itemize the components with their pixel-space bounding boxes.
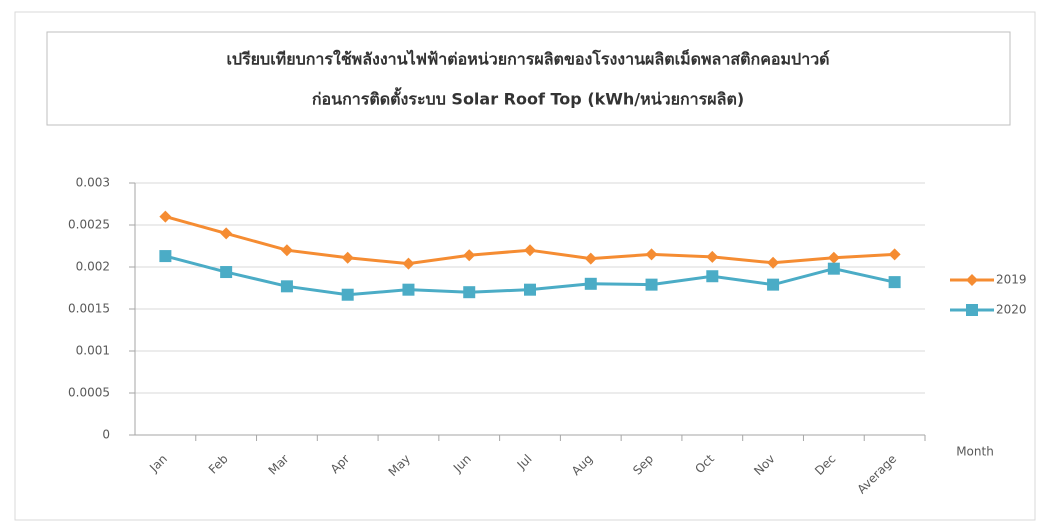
marker [767, 278, 780, 291]
marker [645, 278, 658, 291]
legend-label: 2020 [996, 303, 1027, 317]
marker [827, 262, 840, 275]
marker [463, 286, 476, 299]
marker [827, 251, 840, 264]
marker [706, 270, 719, 283]
title-box [46, 31, 1011, 126]
y-tick-label: 0.0015 [68, 302, 110, 316]
marker [159, 210, 172, 223]
y-tick-label: 0.0005 [68, 386, 110, 400]
marker [159, 250, 172, 263]
marker [524, 283, 536, 296]
marker [341, 251, 354, 264]
chart-subtitle: ก่อนการติดตั้งระบบ Solar Roof Top (kWh/ห… [312, 87, 744, 109]
y-tick-label: 0.003 [76, 176, 110, 190]
y-tick-label: 0.001 [76, 344, 110, 358]
marker [888, 248, 901, 261]
chart-title: เปรียบเทียบการใช้พลังงานไฟฟ้าต่อหน่วยการ… [226, 48, 829, 69]
y-tick-label: 0.0025 [68, 218, 110, 232]
marker [402, 283, 415, 296]
legend-label: 2019 [996, 273, 1027, 287]
x-axis-label: Month [956, 445, 994, 459]
marker [584, 252, 597, 265]
marker [645, 248, 658, 261]
marker [767, 256, 780, 269]
y-tick-label: 0 [102, 428, 110, 442]
marker [584, 277, 597, 290]
marker [463, 249, 476, 262]
marker [341, 288, 354, 301]
marker [706, 250, 719, 263]
marker [220, 227, 233, 240]
marker [280, 244, 293, 257]
marker [888, 276, 901, 289]
marker [966, 274, 978, 286]
marker [524, 244, 536, 257]
marker [220, 266, 233, 279]
marker [280, 280, 293, 293]
y-tick-label: 0.002 [76, 260, 110, 274]
marker [966, 304, 978, 316]
marker [402, 257, 415, 270]
